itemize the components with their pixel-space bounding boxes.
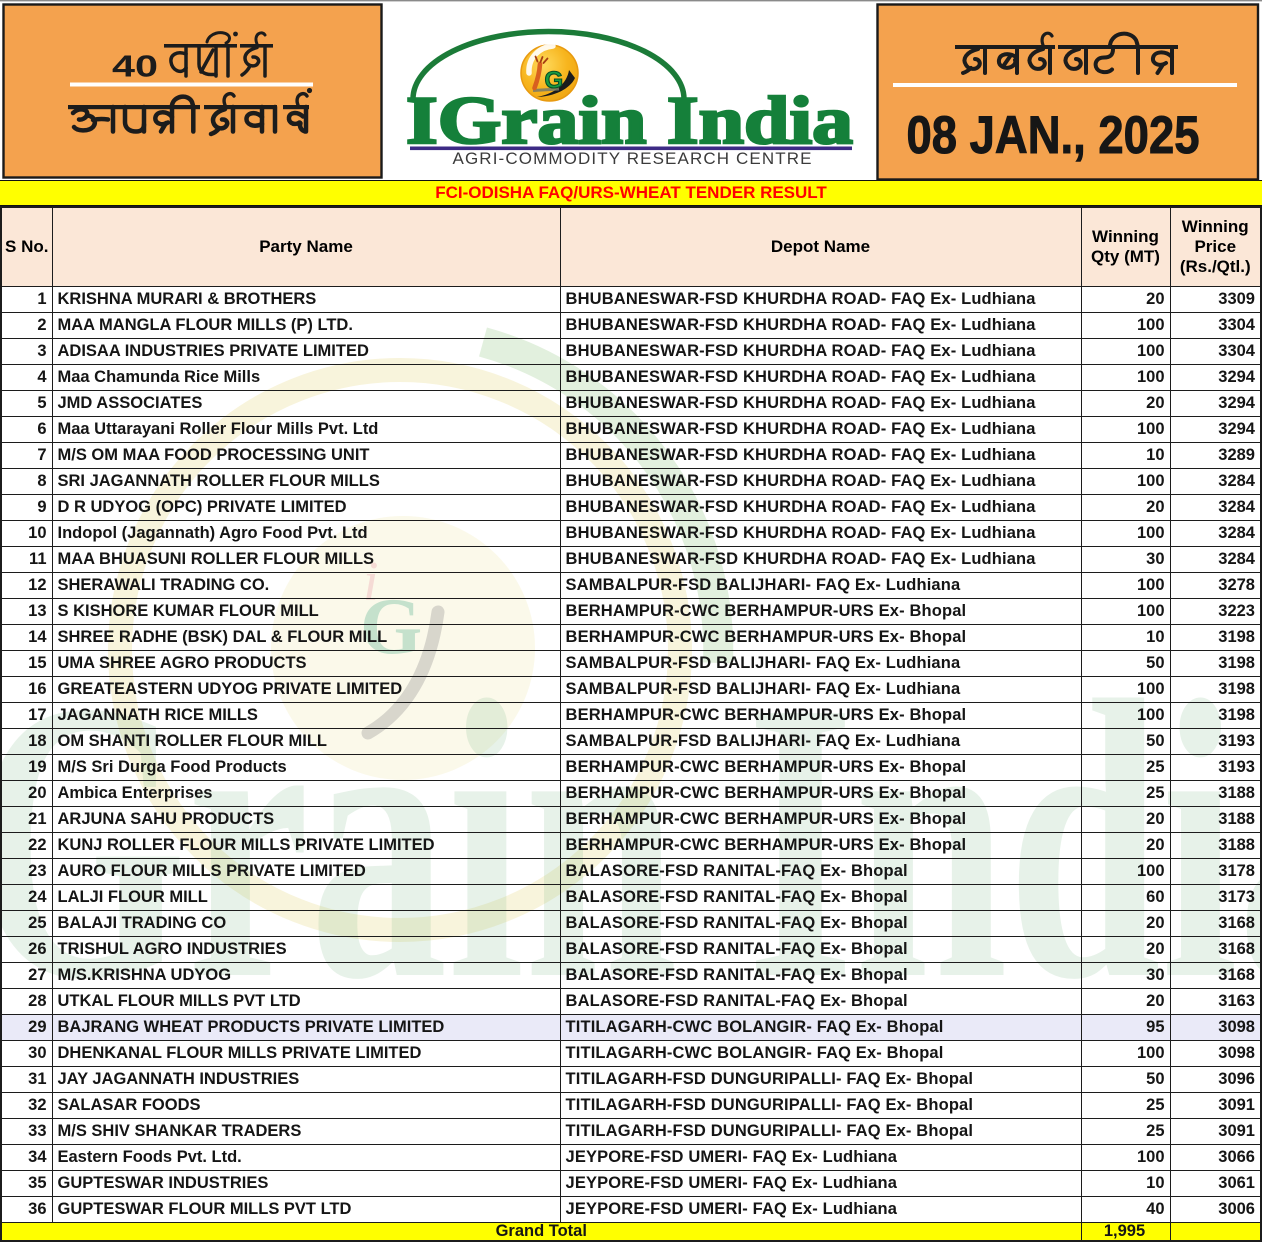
svg-text:AGRI-COMMODITY RESEARCH CENTRE: AGRI-COMMODITY RESEARCH CENTRE [453,149,812,168]
svg-text:08 JAN., 2025: 08 JAN., 2025 [907,106,1200,165]
svg-text:G: G [545,67,564,94]
svg-text:IGrain India: IGrain India [406,82,853,158]
svg-text:40: 40 [112,49,158,84]
